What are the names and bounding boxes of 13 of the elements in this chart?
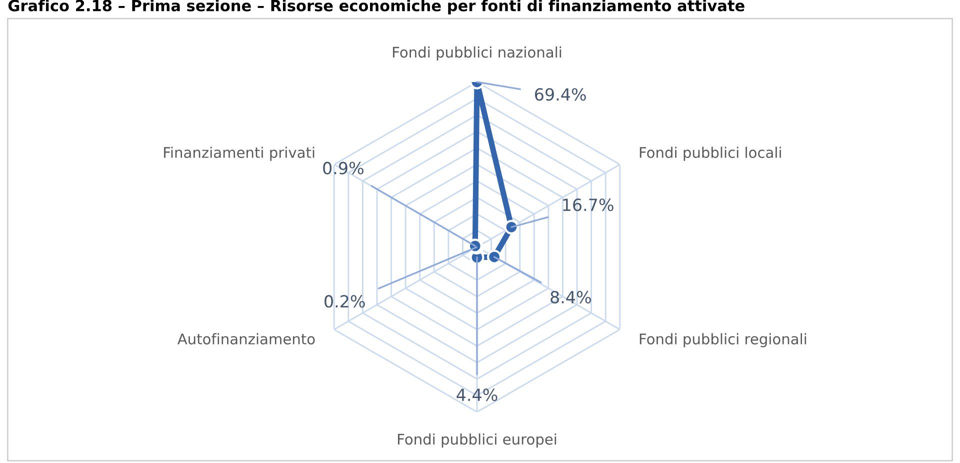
text: 0.9%: [323, 162, 364, 174]
spoke-label: Finanziamenti privati: [164, 146, 314, 161]
text: 4.4%: [456, 388, 498, 402]
text: 16.7%: [563, 198, 614, 212]
spoke-label: Fondi pubblici europei: [398, 433, 556, 448]
spoke-label: Autofinanziamento: [177, 333, 315, 344]
chart-title: Grafico 2.18 – Prima sezione – Risorse economiche per fonti di finanziamento attivate: [8, 0, 744, 14]
spoke-label: Fondi pubblici nazionali: [392, 46, 562, 61]
spoke-label: Fondi pubblici locali: [640, 146, 781, 161]
text: 69.4%: [535, 88, 586, 101]
text: 0.2%: [324, 295, 365, 308]
spoke-label: Fondi pubblici regionali: [640, 333, 806, 348]
text: 8.4%: [550, 290, 591, 304]
